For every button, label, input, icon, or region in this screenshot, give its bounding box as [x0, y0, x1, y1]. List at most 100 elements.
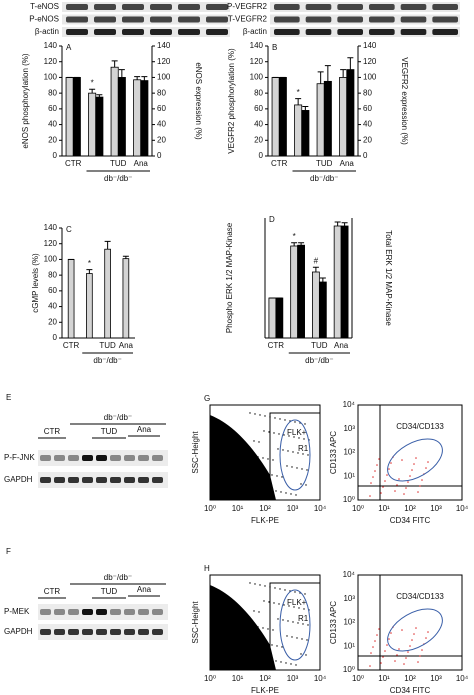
event-dot — [405, 657, 407, 659]
cell-dot — [286, 465, 288, 467]
blot-strip — [270, 14, 460, 25]
cell-dot — [284, 419, 286, 421]
event-dot — [421, 649, 423, 651]
cell-dot — [270, 489, 272, 491]
x-tick-label: 10⁴ — [314, 674, 327, 683]
blot-band — [94, 16, 116, 23]
blot-band — [152, 477, 163, 483]
blot-band — [369, 16, 395, 23]
blot-band — [178, 4, 200, 10]
blot-band — [369, 4, 395, 10]
blot-band — [138, 455, 149, 461]
x-tick-label: Ana — [340, 159, 355, 168]
blot-band — [68, 477, 79, 483]
event-dot — [376, 634, 378, 636]
y2-tick-label: 80 — [157, 88, 166, 97]
y2-axis-title: Total ERK 1/2 MAP-Kinase — [384, 230, 393, 326]
x-axis-title: FLK-PE — [251, 516, 279, 525]
blot-band — [400, 4, 427, 10]
cell-dot — [298, 437, 300, 439]
y-tick-label: 120 — [250, 57, 264, 66]
y-axis-title: Phospho ERK 1/2 MAP-Kinase — [225, 222, 234, 333]
blot-band — [152, 455, 163, 461]
x-tick-label: TUD — [110, 159, 127, 168]
x-tick-label: 10³ — [430, 674, 442, 683]
y2-tick-label: 20 — [157, 135, 166, 144]
cell-dot — [288, 435, 290, 437]
cell-dot — [251, 470, 253, 472]
cell-dot — [252, 625, 254, 627]
blot-band — [274, 4, 300, 10]
cell-dot — [268, 431, 270, 433]
blot-band — [110, 455, 121, 461]
blot-band — [94, 4, 116, 10]
event-dot — [370, 482, 372, 484]
event-dot — [413, 463, 415, 465]
event-dot — [403, 493, 405, 495]
y-tick-label: 10⁰ — [343, 665, 355, 674]
y-tick-label: 140 — [44, 41, 58, 50]
event-dot — [415, 457, 417, 459]
y-tick-label: 140 — [44, 223, 58, 232]
event-dot — [374, 470, 376, 472]
blot-band — [54, 629, 65, 635]
bar — [122, 258, 130, 339]
cell-dot — [285, 662, 287, 664]
event-dot — [386, 644, 388, 646]
cell-dot — [253, 440, 255, 442]
y2-tick-label: 0 — [363, 151, 368, 160]
blot-band — [150, 16, 172, 23]
blot-band — [178, 16, 200, 23]
blot-band — [66, 16, 88, 23]
cell-dot — [280, 661, 282, 663]
blot-band — [40, 629, 51, 635]
blot-band — [122, 4, 144, 10]
cell-dot — [283, 604, 285, 606]
cell-dot — [277, 448, 279, 450]
blot-strip — [62, 14, 230, 25]
cell-dot — [249, 582, 251, 584]
blot-group: Ana — [137, 585, 152, 594]
event-dot — [411, 469, 413, 471]
cell-dot — [259, 584, 261, 586]
x-tick-label: 10³ — [430, 504, 442, 513]
event-dot — [394, 490, 396, 492]
y2-tick-label: 80 — [363, 88, 372, 97]
cell-dot — [272, 459, 274, 461]
blot-band — [150, 29, 172, 35]
bar — [271, 77, 280, 157]
x-tick-label: 10⁰ — [204, 674, 216, 683]
cell-dot — [307, 454, 309, 456]
cell-dot — [283, 434, 285, 436]
cell-dot — [265, 488, 267, 490]
event-dot — [380, 662, 382, 664]
blot-label: P-VEGFR2 — [227, 2, 268, 11]
y-axis-title: VEGFR2 phosphorylation (%) — [227, 48, 236, 154]
blot-row-label: P-MEK — [4, 607, 30, 616]
x-tick-label: TUD — [99, 341, 116, 350]
cell-dot — [304, 423, 306, 425]
cell-dot — [252, 455, 254, 457]
blot-band — [305, 29, 332, 35]
cell-dot — [265, 658, 267, 660]
cell-dot — [307, 624, 309, 626]
cell-dot — [296, 467, 298, 469]
event-dot — [421, 479, 423, 481]
x-tick-label: 10⁴ — [456, 504, 469, 513]
cell-dot — [303, 608, 305, 610]
blot-label: β-actin — [35, 27, 59, 36]
y-tick-label: 100 — [44, 255, 58, 264]
cell-dot — [258, 611, 260, 613]
event-dot — [386, 474, 388, 476]
blot-strip — [270, 2, 460, 12]
cell-dot — [253, 610, 255, 612]
x-tick-label: Ana — [134, 159, 149, 168]
cell-dot — [274, 417, 276, 419]
blot-group: db⁻/db⁻ — [104, 573, 132, 582]
cell-dot — [306, 639, 308, 641]
y-tick-label: 40 — [254, 120, 263, 129]
bar — [318, 281, 327, 339]
cell-dot — [272, 629, 274, 631]
x-tick-label: 10⁰ — [352, 674, 364, 683]
bar — [340, 225, 349, 339]
